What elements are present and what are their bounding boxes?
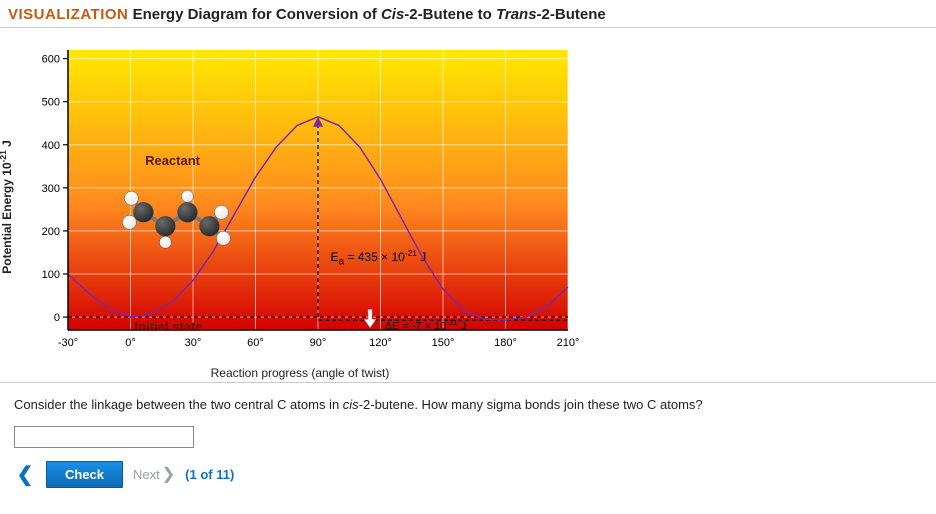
svg-text:300: 300	[42, 183, 60, 195]
svg-text:500: 500	[42, 97, 60, 109]
question-text: Consider the linkage between the two cen…	[14, 397, 922, 412]
svg-text:100: 100	[42, 269, 60, 281]
progress-label: (1 of 11)	[185, 467, 234, 482]
visualization-label: VISUALIZATION	[8, 6, 128, 23]
svg-text:-30°: -30°	[58, 337, 78, 349]
chart-panel: Potential Energy 10-21 J 0 100 200 300 400 50…	[0, 27, 936, 383]
check-button[interactable]: Check	[46, 461, 123, 488]
chevron-left-icon: ❮	[17, 462, 34, 487]
page-title: Energy Diagram for Conversion of Cis-2-B…	[133, 6, 606, 23]
svg-text:200: 200	[42, 226, 60, 238]
question-panel: Consider the linkage between the two cen…	[0, 383, 936, 502]
energy-diagram-chart: Potential Energy 10-21 J 010020030040050…	[20, 42, 580, 372]
x-axis-label: Reaction progress (angle of twist)	[211, 366, 390, 380]
controls-row: ❮ Check Next ❯ (1 of 11)	[14, 460, 922, 488]
svg-text:90°: 90°	[310, 337, 327, 349]
next-button[interactable]: Next ❯	[133, 464, 175, 484]
page-header: VISUALIZATION Energy Diagram for Convers…	[0, 0, 936, 27]
svg-text:600: 600	[42, 54, 60, 66]
chevron-right-icon: ❯	[162, 464, 175, 484]
chart-svg: 0100200300400500600-30°0°30°60°90°120°15…	[20, 42, 580, 362]
y-axis-label: Potential Energy 10-21 J	[0, 140, 14, 274]
svg-text:0: 0	[54, 312, 60, 324]
prev-button[interactable]: ❮	[14, 460, 36, 488]
answer-input[interactable]	[14, 426, 194, 448]
svg-text:210°: 210°	[557, 337, 580, 349]
svg-text:400: 400	[42, 140, 60, 152]
